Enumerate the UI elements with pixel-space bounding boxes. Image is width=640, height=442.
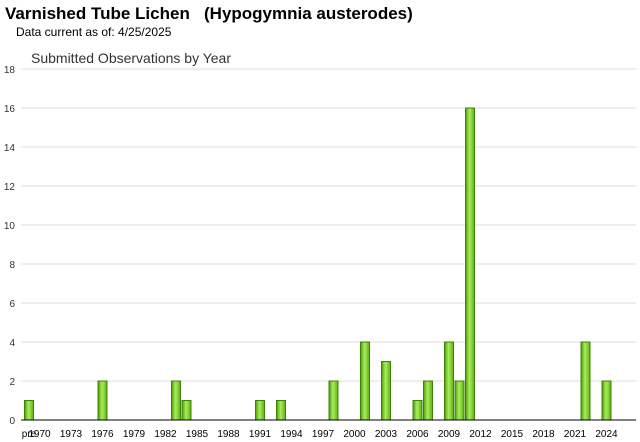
x-tick-label: 2009 xyxy=(438,429,461,440)
bar-1984 xyxy=(181,400,192,421)
bar-2011 xyxy=(465,107,475,421)
y-tick-label: 16 xyxy=(4,104,16,115)
x-tick-label: 1988 xyxy=(217,429,240,440)
bar-2003 xyxy=(381,361,391,421)
bar-2001 xyxy=(360,341,370,421)
x-tick-label: 2003 xyxy=(375,429,398,440)
y-tick-label: 2 xyxy=(9,377,15,388)
x-tick-label: 1985 xyxy=(186,429,209,440)
gridlines xyxy=(21,68,636,382)
x-tick-label: 1982 xyxy=(154,429,177,440)
bar-2009 xyxy=(444,341,454,421)
y-tick-label: 4 xyxy=(9,338,15,349)
x-tick-label: 2000 xyxy=(343,429,366,440)
y-tick-label: 10 xyxy=(4,221,16,232)
x-tick-label: 1970 xyxy=(28,429,51,440)
bar-1976 xyxy=(97,380,108,421)
y-tick-label: 18 xyxy=(4,65,16,76)
bar-2007 xyxy=(423,380,433,421)
page-title: Varnished Tube Lichen (Hypogymnia auster… xyxy=(5,4,413,23)
data-date-note: Data current as of: 4/25/2025 xyxy=(16,25,172,39)
bar-2022 xyxy=(580,341,591,421)
bar-1993 xyxy=(276,400,286,421)
y-axis-ticks: 0 2 4 6 8 10 12 14 16 18 xyxy=(4,65,16,427)
bar-2010 xyxy=(454,380,465,421)
y-tick-label: 6 xyxy=(9,299,15,310)
y-tick-label: 14 xyxy=(4,143,16,154)
x-tick-label: 2006 xyxy=(406,429,429,440)
x-tick-label: 2018 xyxy=(532,429,555,440)
x-tick-label: 2012 xyxy=(469,429,492,440)
bar-1998 xyxy=(328,380,339,421)
y-tick-label: 0 xyxy=(9,416,15,427)
y-tick-label: 8 xyxy=(9,260,15,271)
x-tick-label: pre xyxy=(22,429,37,440)
x-tick-label: 2021 xyxy=(564,429,587,440)
bar-1983 xyxy=(171,380,181,421)
bar-1991 xyxy=(255,400,265,421)
y-tick-label: 12 xyxy=(4,182,16,193)
x-tick-label: 1973 xyxy=(60,429,83,440)
x-tick-label: 1979 xyxy=(123,429,146,440)
x-tick-label: 1976 xyxy=(91,429,114,440)
x-tick-label: 1994 xyxy=(280,429,303,440)
bar-2024 xyxy=(601,380,612,421)
x-tick-label: 2015 xyxy=(501,429,524,440)
bar-pre xyxy=(24,400,34,421)
x-tick-label: 1991 xyxy=(249,429,272,440)
chart-title: Submitted Observations by Year xyxy=(31,50,231,66)
x-tick-label: 1997 xyxy=(312,429,335,440)
x-tick-label: 2024 xyxy=(595,429,618,440)
bar-2006 xyxy=(412,400,423,421)
